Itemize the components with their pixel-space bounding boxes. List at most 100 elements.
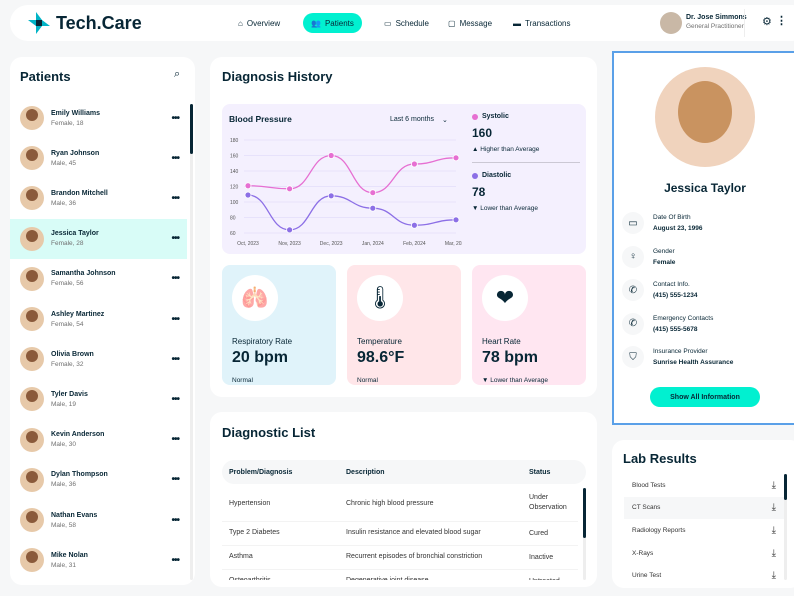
patient-meta: Female, 54	[51, 320, 84, 328]
divider	[744, 9, 745, 37]
patient-list-item[interactable]: Tyler Davis Male, 19 •••	[10, 379, 187, 419]
calendar-icon: ▭	[384, 18, 392, 28]
download-icon[interactable]: ⤓	[771, 502, 776, 514]
panel-title: Diagnostic List	[222, 425, 316, 440]
nav-message[interactable]: ▢ Message	[440, 13, 500, 33]
more-horizontal-icon[interactable]: •••	[171, 152, 179, 164]
message-icon: ▢	[448, 18, 456, 28]
scrollbar-thumb[interactable]	[784, 474, 787, 500]
patient-name: Brandon Mitchell	[51, 189, 108, 197]
diagnostic-table-body: Hypertension Chronic high blood pressure U…	[222, 488, 578, 580]
scrollbar-track[interactable]	[784, 474, 787, 580]
column-header: Problem/Diagnosis	[229, 469, 293, 476]
settings-icon[interactable]: ⚙	[762, 16, 772, 28]
patient-list-item[interactable]: Kevin Anderson Male, 30 •••	[10, 420, 187, 460]
diastolic-point	[410, 221, 418, 229]
doctor-role: General Practitioner	[686, 23, 744, 30]
more-horizontal-icon[interactable]: •••	[171, 554, 179, 566]
logo[interactable]: Tech.Care	[28, 12, 142, 34]
diastolic-line	[247, 194, 457, 231]
diastolic-point	[286, 226, 293, 234]
more-horizontal-icon[interactable]: •••	[171, 112, 179, 124]
scrollbar-thumb[interactable]	[583, 488, 586, 538]
nav-patients[interactable]: 👥 Patients	[303, 13, 362, 33]
lab-result-item[interactable]: CT Scans ⤓	[624, 496, 784, 519]
profile-photo	[655, 67, 755, 167]
patient-avatar	[20, 387, 44, 412]
calendar-icon: ▭	[622, 212, 644, 234]
more-horizontal-icon[interactable]: •••	[171, 313, 179, 325]
range-dropdown[interactable]: Last 6 months ⌄	[390, 116, 448, 124]
more-horizontal-icon[interactable]: •••	[171, 434, 179, 446]
diagnostic-list-panel	[210, 412, 597, 587]
systolic-value: 160	[472, 126, 493, 140]
systolic-dot	[472, 113, 478, 120]
systolic-point	[452, 154, 460, 162]
download-icon[interactable]: ⤓	[771, 570, 776, 582]
diastolic-point	[327, 192, 335, 200]
diastolic-point	[369, 204, 377, 212]
y-tick-label: 140	[230, 169, 239, 175]
nav-transactions[interactable]: ▬ Transactions	[505, 13, 579, 33]
lab-result-item[interactable]: Radiology Reports ⤓	[624, 519, 784, 541]
y-tick-label: 100	[230, 200, 239, 206]
x-tick-label: Feb, 2024	[403, 241, 426, 247]
table-cell: Cured	[529, 530, 549, 537]
lab-result-item[interactable]: Blood Tests ⤓	[624, 474, 784, 496]
search-icon[interactable]: ⌕	[174, 68, 181, 80]
scrollbar-track[interactable]	[583, 488, 586, 580]
patient-list-item[interactable]: Nathan Evans Male, 58 •••	[10, 500, 187, 540]
diastolic-point	[244, 191, 252, 199]
doctor-avatar[interactable]	[660, 12, 682, 34]
vital-value: 98.6°F	[357, 349, 405, 366]
patient-name: Tyler Davis	[51, 390, 88, 398]
download-icon[interactable]: ⤓	[771, 547, 776, 559]
more-horizontal-icon[interactable]: •••	[171, 233, 179, 245]
patient-list-item[interactable]: Emily Williams Female, 18 •••	[10, 98, 187, 138]
y-tick-label: 80	[230, 216, 236, 222]
more-horizontal-icon[interactable]: •••	[171, 353, 179, 365]
more-horizontal-icon[interactable]: •••	[171, 393, 179, 405]
more-vertical-icon[interactable]: ⋮	[776, 15, 787, 27]
patient-list-item[interactable]: Samantha Johnson Female, 56 •••	[10, 259, 187, 299]
patient-name: Emily Williams	[51, 109, 100, 117]
scrollbar-track[interactable]	[190, 104, 193, 580]
lab-result-item[interactable]: Urine Test ⤓	[624, 565, 784, 587]
table-cell: Osteoarthritis	[229, 577, 271, 580]
download-icon[interactable]: ⤓	[771, 524, 776, 536]
patient-list-item[interactable]: Jessica Taylor Female, 28 •••	[10, 218, 187, 259]
patient-list-item[interactable]: Brandon Mitchell Male, 36 •••	[10, 178, 187, 218]
x-tick-label: Oct, 2023	[237, 241, 259, 247]
patient-list-item[interactable]: Ashley Martinez Female, 54 •••	[10, 299, 187, 339]
diastolic-dot	[472, 172, 478, 179]
nav-schedule[interactable]: ▭ Schedule	[376, 13, 437, 33]
patient-meta: Female, 28	[51, 240, 84, 248]
patient-list-item[interactable]: Ryan Johnson Male, 45 •••	[10, 138, 187, 178]
more-horizontal-icon[interactable]: •••	[171, 514, 179, 526]
chevron-down-icon: ⌄	[441, 117, 448, 124]
lab-result-name: Radiology Reports	[632, 526, 686, 534]
patient-meta: Male, 58	[51, 521, 76, 529]
nav-label: Overview	[246, 18, 281, 28]
more-horizontal-icon[interactable]: •••	[171, 192, 179, 204]
show-all-information-button[interactable]: Show All Information	[650, 387, 760, 407]
x-tick-label: Mar, 2024	[445, 241, 462, 247]
home-icon: ⌂	[238, 18, 243, 28]
lab-result-name: Blood Tests	[632, 481, 666, 489]
systolic-label: Systolic	[482, 113, 509, 120]
doctor-info[interactable]: Dr. Jose Simmons General Practitioner	[686, 14, 747, 30]
more-horizontal-icon[interactable]: •••	[171, 474, 179, 486]
diastolic-point	[452, 216, 460, 224]
scrollbar-thumb[interactable]	[190, 104, 193, 154]
systolic-point	[286, 185, 293, 193]
patient-list-item[interactable]: Olivia Brown Female, 32 •••	[10, 339, 187, 379]
patient-list-item[interactable]: Dylan Thompson Male, 36 •••	[10, 460, 187, 500]
thermometer-icon: 🌡	[357, 275, 403, 321]
patient-list-item[interactable]: Mike Nolan Male, 31 •••	[10, 540, 187, 580]
more-horizontal-icon[interactable]: •••	[171, 273, 179, 285]
lab-result-item[interactable]: X-Rays ⤓	[624, 542, 784, 564]
nav-overview[interactable]: ⌂ Overview	[230, 13, 288, 33]
panel-title: Patients	[20, 69, 71, 84]
table-row: Type 2 Diabetes Insulin resistance and el…	[222, 522, 578, 546]
download-icon[interactable]: ⤓	[771, 479, 776, 491]
